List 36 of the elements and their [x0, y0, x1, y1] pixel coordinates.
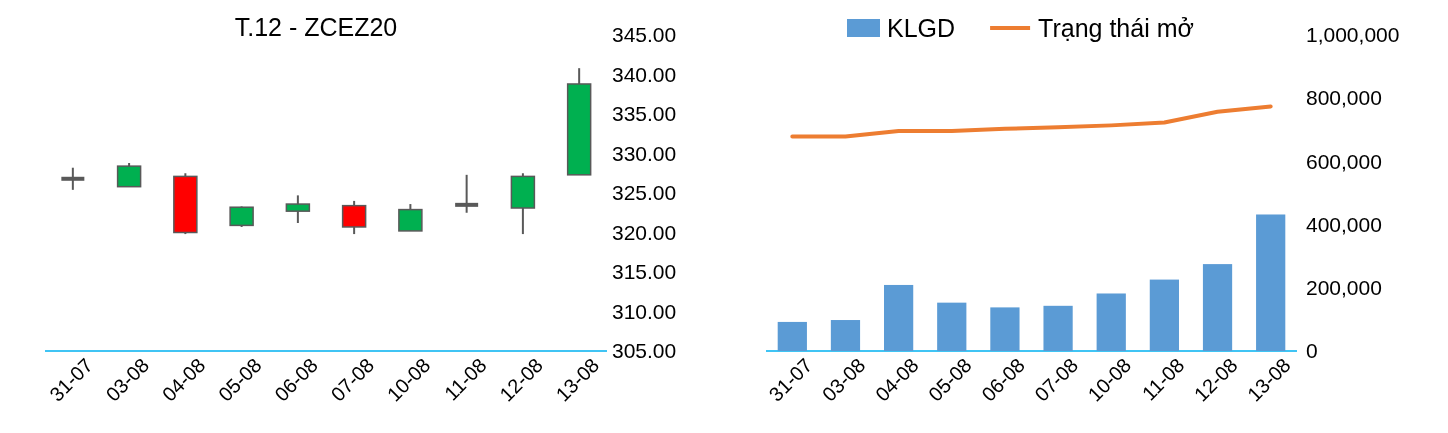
- bar: [1202, 264, 1233, 351]
- y-tick-label: 335.00: [612, 102, 677, 126]
- y-tick-label: 325.00: [612, 181, 677, 205]
- chart-title: T.12 - ZCEZ20: [234, 13, 398, 41]
- y-tick-label: 800,000: [1306, 86, 1382, 110]
- candlestick: [229, 205, 254, 228]
- y-tick-label: 200,000: [1306, 276, 1382, 300]
- y-tick-label: 340.00: [612, 62, 677, 86]
- candlestick: [285, 194, 311, 225]
- bar: [1043, 305, 1073, 351]
- y-tick-label: 305.00: [612, 339, 677, 363]
- bar: [990, 307, 1020, 351]
- candlestick: [116, 161, 142, 188]
- legend-label: KLGD: [887, 14, 956, 42]
- bar: [777, 321, 807, 351]
- candlestick: [398, 203, 423, 232]
- y-tick-label: 600,000: [1306, 149, 1382, 173]
- y-tick-label: 330.00: [612, 141, 677, 165]
- bar: [1256, 214, 1286, 351]
- y-tick-label: 320.00: [612, 220, 677, 244]
- y-tick-label: 400,000: [1306, 212, 1382, 236]
- bar: [1096, 293, 1126, 351]
- legend-label: Trạng thái mở: [1038, 14, 1194, 42]
- candlestick: [341, 199, 367, 236]
- y-tick-label: 1,000,000: [1306, 23, 1400, 47]
- bar: [884, 284, 914, 351]
- y-tick-label: 310.00: [612, 299, 677, 323]
- bar: [830, 320, 861, 351]
- y-tick-label: 345.00: [612, 23, 677, 47]
- line-series: [790, 104, 1273, 139]
- candlestick: [455, 173, 479, 214]
- y-tick-label: 0: [1306, 339, 1318, 363]
- bar: [1149, 279, 1179, 351]
- bar: [937, 302, 967, 351]
- candlestick: [61, 166, 85, 191]
- y-tick-label: 315.00: [612, 260, 677, 284]
